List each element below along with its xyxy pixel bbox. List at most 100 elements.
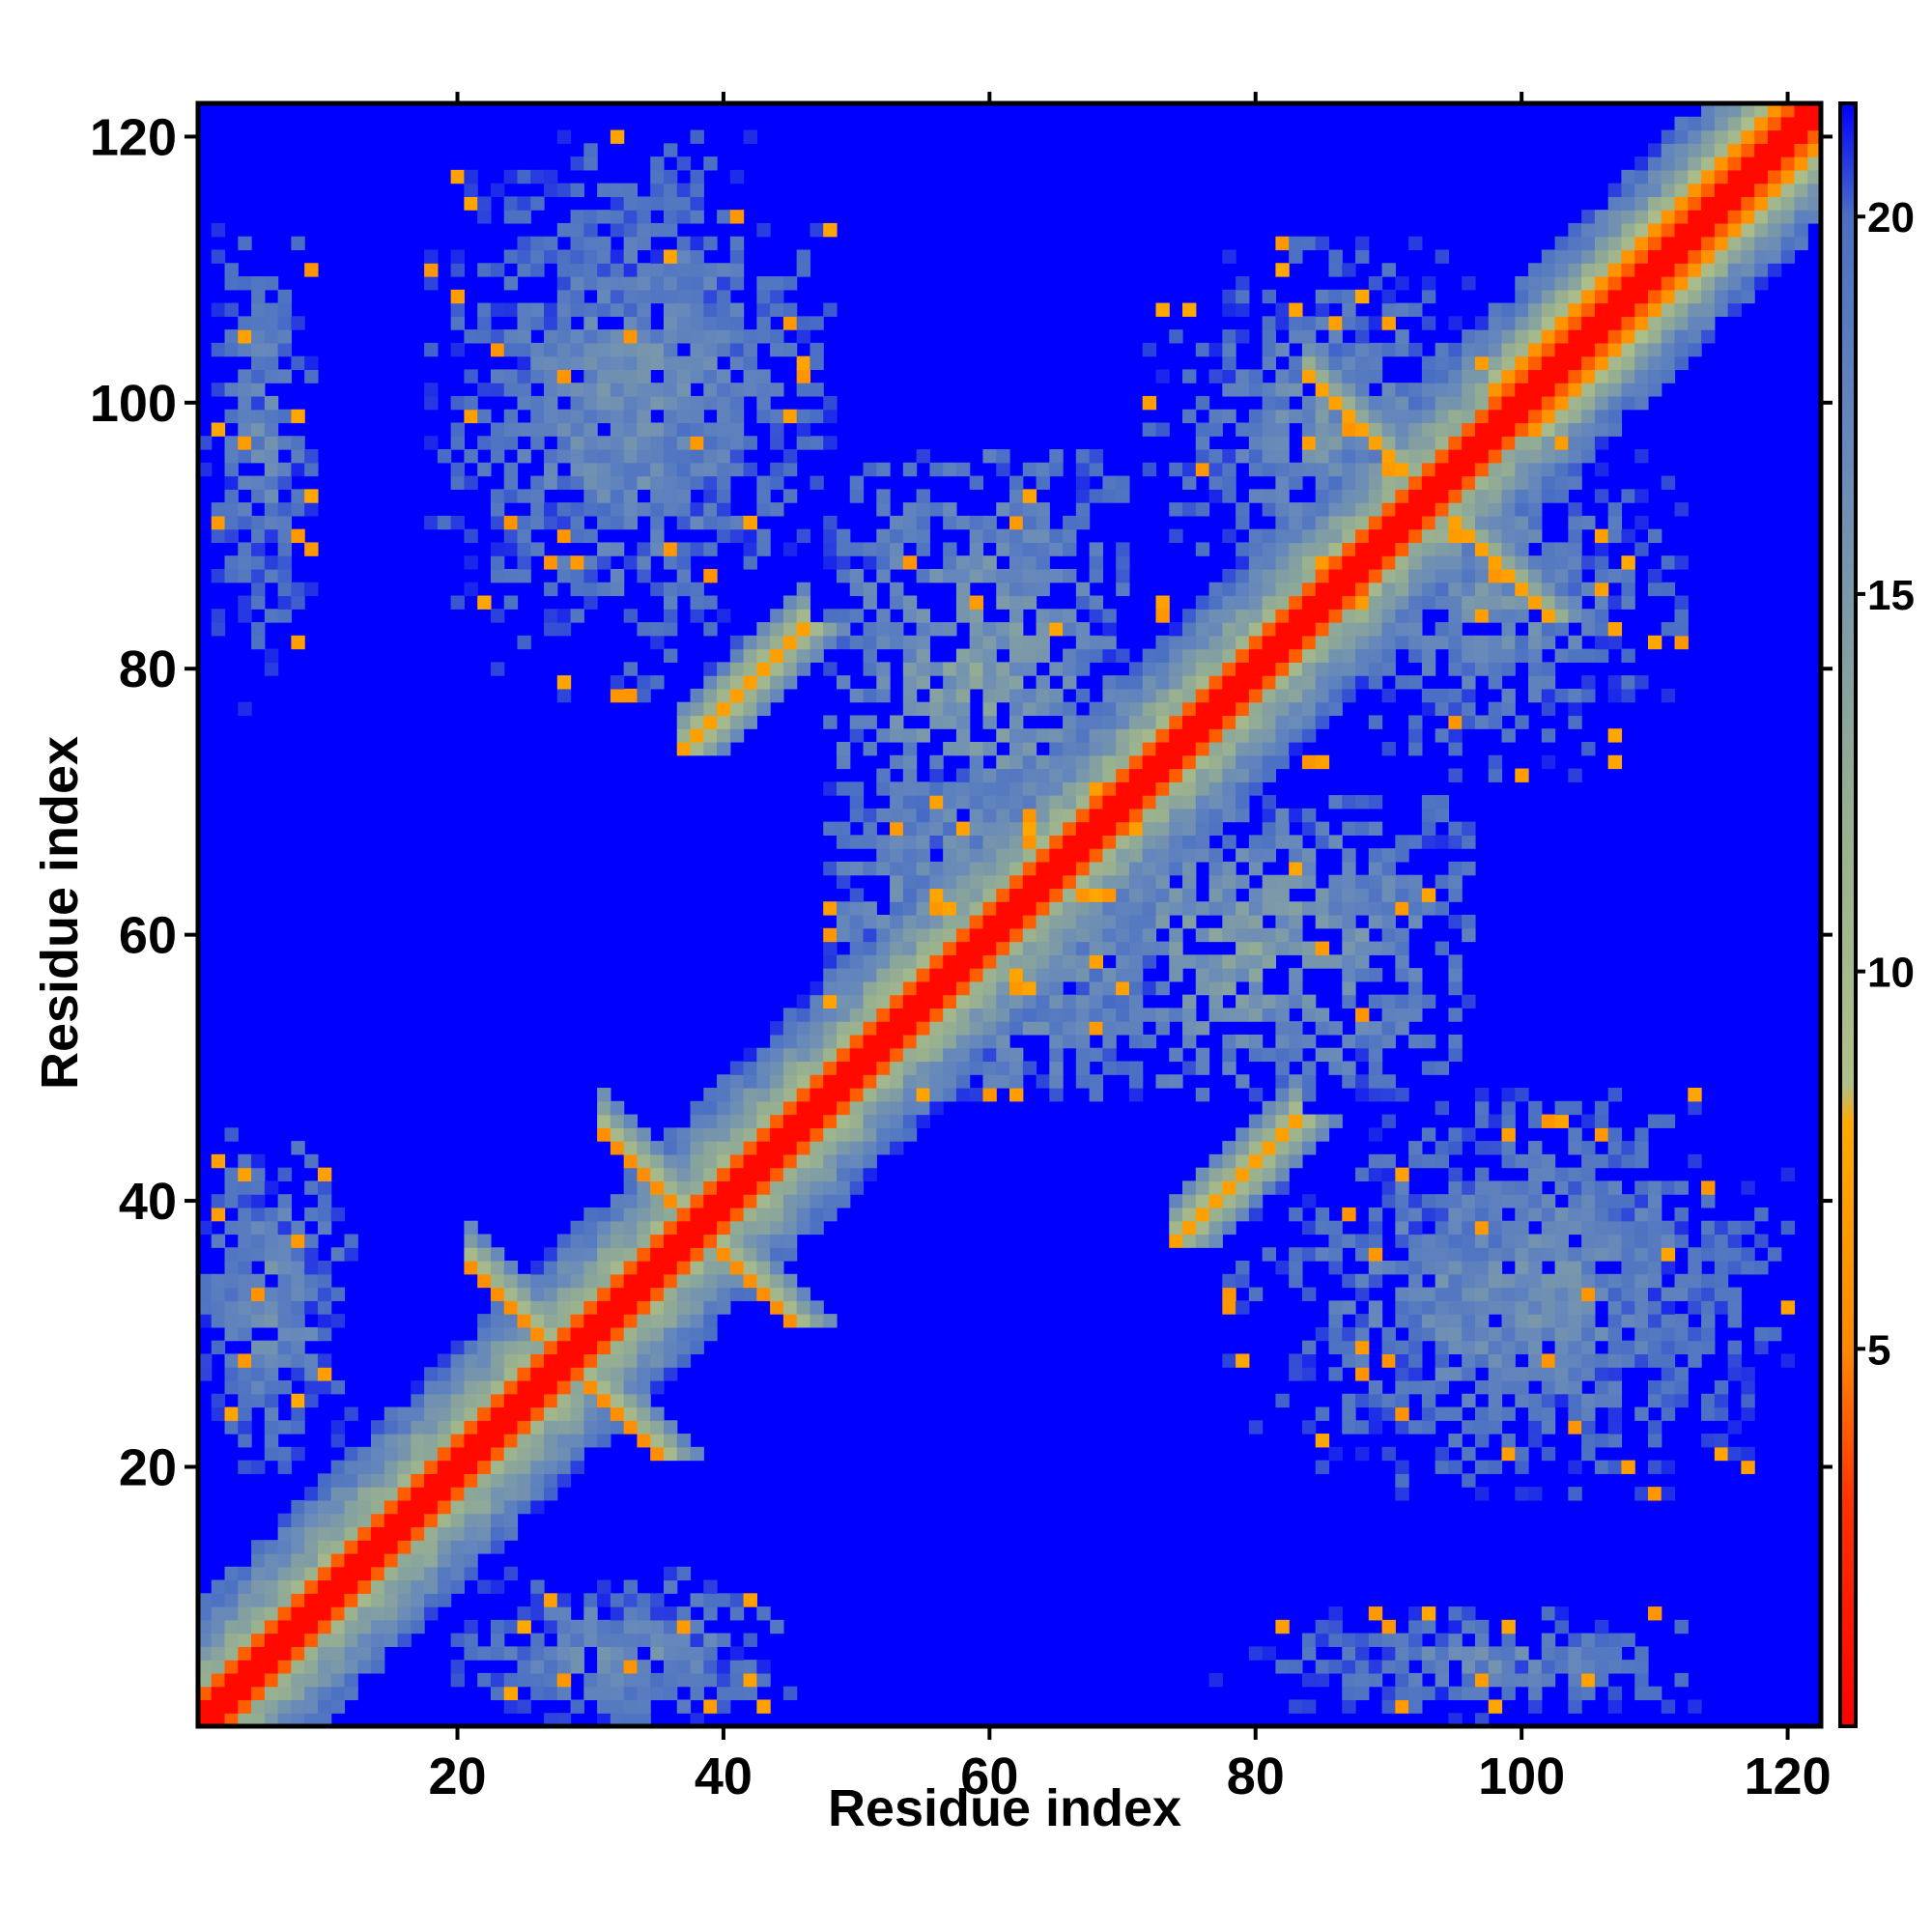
heatmap-cell <box>556 1713 572 1727</box>
heatmap-cell <box>676 210 692 224</box>
heatmap-cell <box>849 968 865 982</box>
heatmap-cell <box>876 781 891 796</box>
heatmap-cell <box>1754 1261 1769 1275</box>
heatmap-cell <box>1116 968 1144 982</box>
heatmap-cell <box>863 861 877 876</box>
heatmap-cell <box>796 316 811 330</box>
heatmap-cell <box>464 183 478 197</box>
heatmap-cell <box>384 1633 399 1647</box>
heatmap-cell <box>1208 741 1223 756</box>
heatmap-cell <box>1063 954 1077 969</box>
heatmap-cell <box>1528 449 1543 464</box>
heatmap-cell <box>597 369 611 384</box>
heatmap-cell <box>849 1127 865 1142</box>
heatmap-cell <box>1236 1207 1250 1222</box>
heatmap-cell <box>1408 1326 1423 1342</box>
heatmap-cell <box>1142 901 1157 916</box>
heatmap-cell <box>996 528 1010 544</box>
heatmap-cell <box>637 1686 651 1701</box>
heatmap-cell <box>729 701 745 717</box>
heatmap-cell <box>969 1047 984 1063</box>
heatmap-cell <box>1182 835 1197 849</box>
heatmap-cell <box>1381 555 1396 570</box>
heatmap-cell <box>1528 528 1543 544</box>
heatmap-cell <box>1301 395 1317 411</box>
heatmap-cell <box>1435 728 1450 743</box>
heatmap-cell <box>1155 1008 1170 1022</box>
heatmap-cell <box>1408 1379 1423 1395</box>
heatmap-cell <box>1554 1300 1569 1315</box>
heatmap-cell <box>637 475 651 490</box>
heatmap-cell <box>450 1406 466 1421</box>
heatmap-cell <box>1155 808 1170 823</box>
heatmap-cell <box>849 781 865 796</box>
heatmap-cell <box>1515 502 1529 517</box>
heatmap-cell <box>717 502 731 517</box>
heatmap-cell <box>1528 1261 1543 1275</box>
heatmap-cell <box>690 342 704 357</box>
heatmap-cell <box>1222 835 1236 849</box>
heatmap-cell <box>1607 276 1623 291</box>
heatmap-cell <box>690 1314 704 1328</box>
heatmap-cell <box>211 1300 226 1315</box>
heatmap-cell <box>1381 515 1423 530</box>
heatmap-cell <box>1036 915 1050 929</box>
heatmap-cell <box>317 1194 332 1208</box>
heatmap-cell <box>1236 1180 1250 1195</box>
heatmap-cell <box>849 927 865 943</box>
heatmap-cell <box>1501 395 1543 411</box>
heatmap-cell <box>955 1047 971 1063</box>
heatmap-cell <box>1634 1247 1649 1262</box>
heatmap-cell <box>464 449 478 464</box>
heatmap-cell <box>224 409 239 424</box>
heatmap-cell <box>211 1646 226 1661</box>
heatmap-cell <box>330 1526 346 1541</box>
heatmap-cell <box>1301 715 1317 729</box>
heatmap-cell <box>916 1100 930 1116</box>
heatmap-cell <box>982 662 997 676</box>
heatmap-cell <box>238 1326 252 1342</box>
heatmap-cell <box>411 1619 425 1634</box>
heatmap-cell <box>503 1487 519 1501</box>
heatmap-cell <box>1501 1326 1516 1342</box>
heatmap-cell <box>756 1606 771 1621</box>
heatmap-cell <box>1501 728 1516 743</box>
heatmap-cell <box>717 1300 731 1315</box>
heatmap-cell <box>1289 528 1303 544</box>
heatmap-cell <box>1262 1247 1277 1262</box>
heatmap-cell <box>1142 954 1157 969</box>
heatmap-cell <box>676 329 692 344</box>
heatmap-cell <box>796 263 811 277</box>
heatmap-cell <box>1634 395 1649 411</box>
heatmap-cell <box>1488 1406 1503 1421</box>
heatmap-cell <box>1368 409 1383 424</box>
heatmap-cell <box>876 1141 891 1155</box>
heatmap-cell <box>1381 927 1396 943</box>
heatmap-cell <box>743 1153 784 1169</box>
heatmap-cell <box>1289 369 1303 384</box>
heatmap-cell <box>690 1127 704 1142</box>
heatmap-cell <box>703 728 718 743</box>
heatmap-cell <box>890 968 904 982</box>
heatmap-cell <box>317 1713 332 1727</box>
heatmap-cell <box>1501 1633 1516 1647</box>
heatmap-cell <box>1474 542 1490 556</box>
heatmap-cell <box>530 542 545 556</box>
heatmap-cell <box>1408 449 1423 464</box>
heatmap-cell <box>1661 582 1676 597</box>
heatmap-cell <box>198 1713 226 1727</box>
heatmap-cell <box>1208 662 1223 676</box>
heatmap-cell <box>1647 222 1662 238</box>
heatmap-cell <box>1208 968 1223 982</box>
heatmap-cell <box>1289 1088 1303 1102</box>
heatmap-cell <box>663 1646 678 1661</box>
heatmap-cell <box>1022 927 1037 943</box>
heatmap-cell <box>650 436 665 450</box>
heatmap-cell <box>1435 1287 1463 1301</box>
heatmap-cell <box>676 515 692 530</box>
heatmap-cell <box>424 1606 439 1621</box>
heatmap-cell <box>1634 236 1649 251</box>
heatmap-cell <box>437 1499 452 1515</box>
heatmap-cell <box>1355 927 1370 943</box>
heatmap-cell <box>890 874 904 890</box>
